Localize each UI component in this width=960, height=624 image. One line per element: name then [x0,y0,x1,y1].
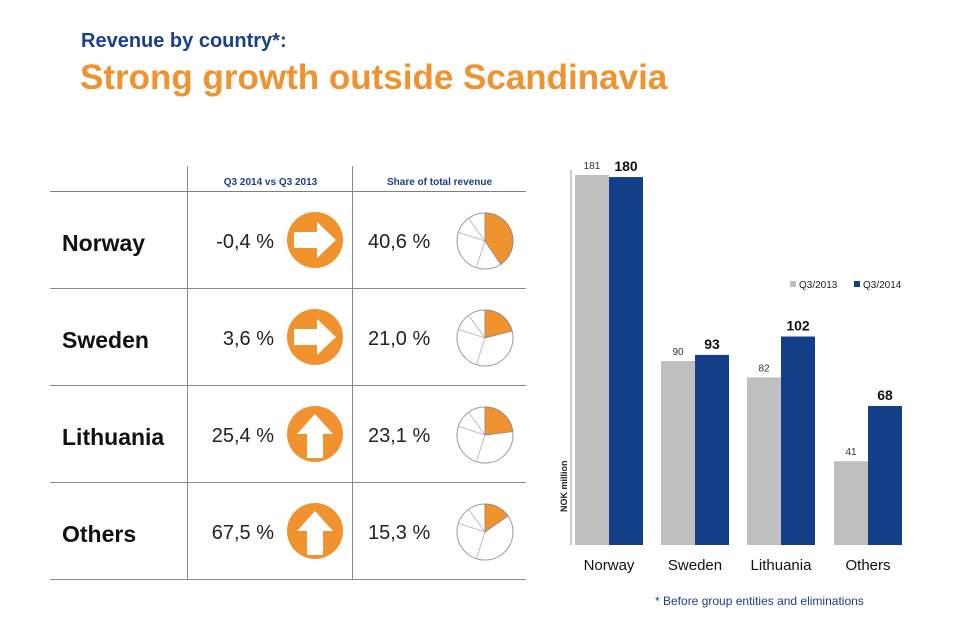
table-row: Lithuania 25,4 % 23,1 % [50,386,526,483]
table-row: Norway -0,4 % 40,6 % [50,192,526,289]
country-name: Lithuania [62,424,165,450]
category-label: Sweden [668,557,722,574]
data-label: 90 [672,347,684,358]
bar-Q3-2014 [868,405,902,545]
country-name: Norway [62,230,146,256]
bar-Q3-2014 [781,336,815,545]
category-label: Others [845,557,890,574]
legend-entry: Q3/2014 [863,280,902,291]
data-label: 41 [845,447,857,458]
legend-entry: Q3/2013 [799,280,838,291]
share-value: 15,3 % [368,522,431,544]
growth-value: -0,4 % [216,231,274,253]
share-pie-icon [456,212,514,270]
legend-swatch [854,281,860,287]
slide-subtitle: Revenue by country*: [81,30,287,52]
table-row: Sweden 3,6 % 21,0 % [50,289,526,386]
table-header: Q3 2014 vs Q3 2013 Share of total revenu… [50,166,526,192]
data-label: 68 [877,387,893,403]
table-row: Others 67,5 % 15,3 % [50,483,526,580]
right-arrow-icon [287,212,343,268]
bar-Q3-2013 [661,361,695,545]
growth-column-header: Q3 2014 vs Q3 2013 [223,177,318,188]
bar-Q3-2014 [609,177,643,545]
share-value: 40,6 % [368,231,431,253]
data-label: 181 [584,161,601,172]
revenue-bar-chart: NOK million 181 180 Norway 90 93 Sweden 82 102 Li… [559,158,902,574]
share-pie-icon [456,503,514,561]
share-pie-icon [456,406,514,464]
growth-value: 67,5 % [211,522,274,544]
y-axis-label: NOK million [559,461,569,513]
data-label: 93 [704,336,720,352]
share-pie-icon [456,309,514,367]
bar-Q3-2014 [695,354,729,545]
bar-Q3-2013 [575,175,609,545]
bar-Q3-2013 [834,461,868,545]
growth-value: 3,6 % [222,328,274,350]
up-arrow-icon [287,406,343,462]
bar-Q3-2013 [747,377,781,545]
share-slice [484,503,509,533]
category-label: Norway [584,557,635,574]
share-slice [484,309,513,339]
country-name: Others [62,521,137,547]
share-value: 23,1 % [368,425,431,447]
data-label: 180 [614,158,638,174]
legend-swatch [790,281,796,287]
category-label: Lithuania [751,557,813,574]
data-label: 102 [786,317,810,333]
share-value: 21,0 % [368,328,431,350]
right-arrow-icon [287,309,343,365]
country-name: Sweden [62,327,149,353]
share-slice [484,212,514,265]
up-arrow-icon [287,503,343,559]
slide-title: Strong growth outside Scandinavia [80,58,668,97]
revenue-table: Q3 2014 vs Q3 2013 Share of total revenu… [50,166,526,580]
footnote: * Before group entities and eliminations [655,594,864,608]
share-slice [484,406,514,436]
share-column-header: Share of total revenue [386,177,493,188]
data-label: 82 [758,363,770,374]
growth-value: 25,4 % [211,425,274,447]
